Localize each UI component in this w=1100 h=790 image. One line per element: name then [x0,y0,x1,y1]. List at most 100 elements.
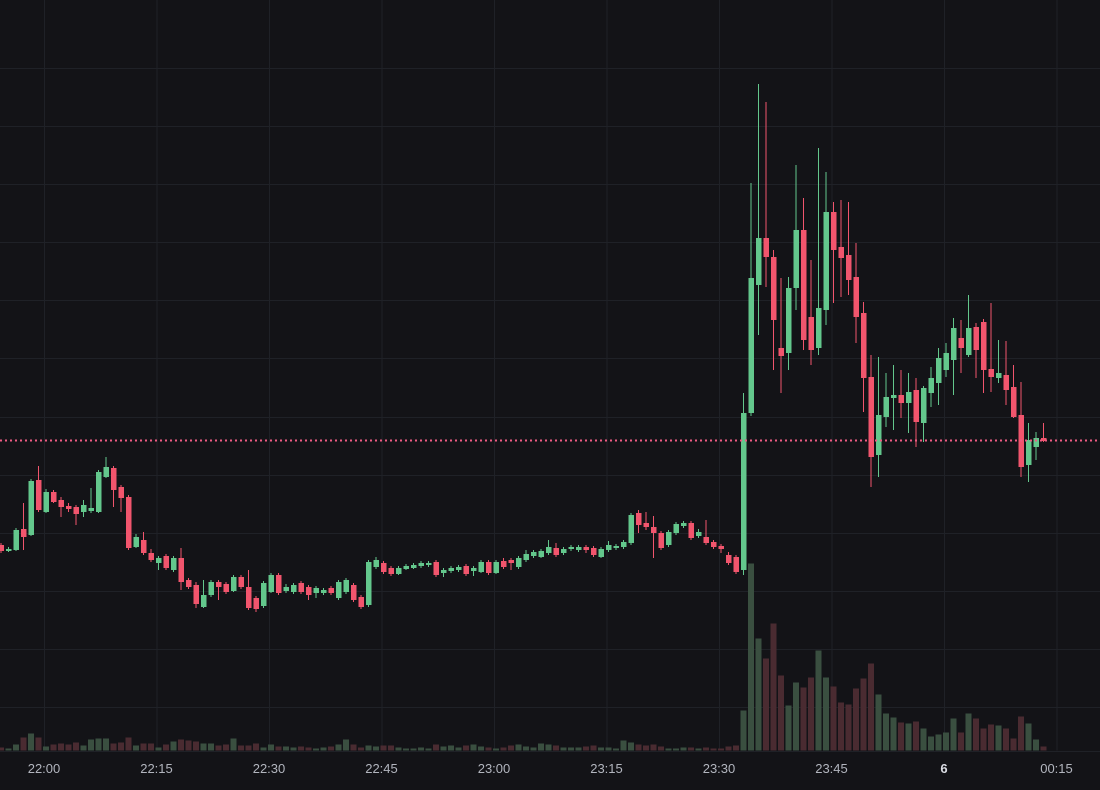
volume-bar [283,746,289,751]
candle-body [448,568,454,571]
volume-bar [590,745,597,751]
volume-bar [395,747,402,751]
volume-bar [170,741,177,751]
time-label: 23:30 [703,761,736,776]
volume-bar [320,747,327,751]
candle-body [163,556,169,568]
volume-bar [13,744,19,751]
volume-bar [28,733,34,751]
candle-body [275,575,282,593]
volume-bar [103,738,109,751]
time-label-session-break: 6 [940,761,947,776]
candle-body [553,548,559,555]
candle-body [485,562,492,573]
volume-bar [545,744,552,751]
candle-body [673,524,679,533]
candle-body [365,562,372,605]
volume-bar [358,747,364,751]
volume-bar [853,688,859,751]
time-axis[interactable]: 22:00 22:15 22:30 22:45 23:00 23:15 23:30 23:45… [28,761,1073,776]
volume-bar [193,741,199,751]
volume-bar [598,747,604,751]
volume-bar [973,718,979,751]
candle-body [20,529,27,537]
volume-bar [73,742,79,751]
volume-bar [530,747,537,751]
volume-bar [455,747,462,751]
candle-body [50,492,57,502]
candle-body [1003,375,1009,390]
volume-bar [433,744,439,751]
volume-bar [523,746,529,751]
candle-body [395,568,402,574]
time-label: 22:00 [28,761,61,776]
time-label: 00:15 [1040,761,1073,776]
volume-bar [185,740,192,751]
volume-bar [725,746,732,751]
candle-body [943,353,949,370]
grid-lines [0,0,1100,751]
candle-body [253,598,259,609]
candle-body [785,288,792,353]
candle-body [613,546,619,548]
candle-body [913,390,919,422]
candle-body [800,230,807,340]
candle-body [778,348,784,356]
volume-bar [830,686,837,751]
volume-bar [350,744,357,751]
candle-body [988,369,994,377]
volume-bar [673,748,679,751]
candle-body [373,560,379,567]
candle-body [320,590,327,593]
volume-bar [605,747,612,751]
candle-body [853,277,859,317]
volume-bar [868,663,874,751]
candle-body [628,515,634,543]
candle-body [350,585,357,600]
volume-bar [298,746,304,751]
volume-bar [388,745,394,751]
candle-body [170,558,177,570]
volume-bar [688,747,694,751]
volume-bar [80,745,87,751]
volume-bar [1033,739,1039,751]
candle-body [500,561,507,567]
volume-bar [913,721,919,751]
volume-bar [410,748,417,751]
time-label: 23:15 [590,761,623,776]
candle-body [1010,387,1017,417]
volume-bar [950,718,957,751]
volume-bar [305,747,312,751]
time-label: 22:15 [140,761,173,776]
candle-body [410,565,417,568]
candle-body [178,558,184,582]
volume-bar [380,745,387,751]
candle-body [245,587,252,608]
candle-body [530,552,537,556]
volume-bar [755,638,762,751]
candle-body [193,585,199,604]
candle-body [463,566,469,574]
volume-bar [440,746,447,751]
candle-body [695,532,702,536]
candle-body [883,397,889,417]
volume-bar [133,745,139,751]
candle-body [118,487,124,498]
candle-body [770,257,777,320]
volume-bar [635,744,642,751]
candle-body [965,328,972,355]
volume-bar [65,744,72,751]
volume-bar [965,713,972,751]
candle-body [620,542,627,547]
volume-histogram [0,563,1047,751]
candle-body [215,582,222,587]
volume-bar [35,737,42,751]
volume-bar [560,747,567,751]
candle-body [740,413,747,570]
candle-body [185,580,192,587]
volume-bar [215,745,222,751]
volume-bar [980,728,987,751]
volume-bar [613,748,619,751]
volume-bar [208,743,214,751]
